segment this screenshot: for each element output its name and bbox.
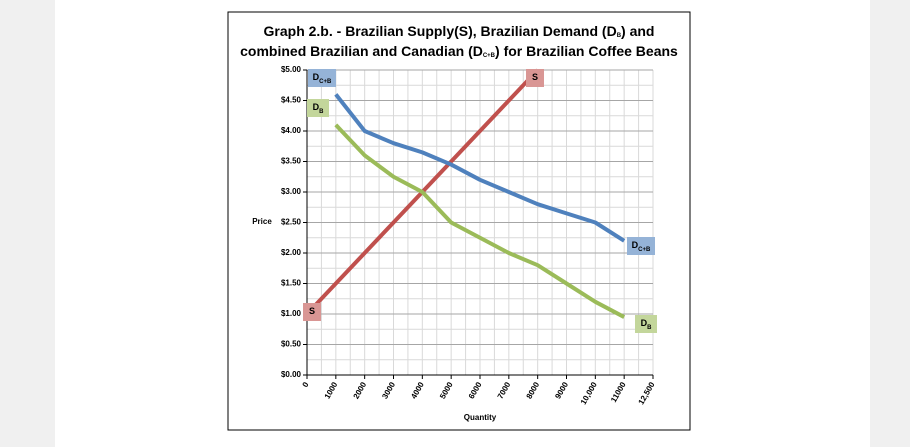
series-subscript: B bbox=[319, 109, 324, 115]
y-tick-label: $1.50 bbox=[281, 279, 302, 288]
series-name: D bbox=[641, 318, 648, 328]
y-tick-label: $5.00 bbox=[281, 65, 302, 74]
title-text: ) for Brazilian Coffee Beans bbox=[495, 43, 678, 59]
series-label: DC+B bbox=[632, 240, 651, 252]
y-tick-label: $3.50 bbox=[281, 157, 302, 166]
series-label: S bbox=[309, 306, 315, 316]
series-line bbox=[334, 93, 626, 243]
series-label-box bbox=[526, 69, 544, 87]
series-label-box bbox=[635, 315, 657, 333]
series-label: DC+B bbox=[313, 72, 332, 84]
series-subscript: C+B bbox=[638, 247, 651, 253]
series-name: S bbox=[532, 72, 538, 82]
y-tick-label: $4.50 bbox=[281, 96, 302, 105]
y-tick-label: $2.00 bbox=[281, 248, 302, 257]
title-text: ) and bbox=[621, 23, 654, 39]
series-name: D bbox=[313, 102, 320, 112]
y-tick-label: $0.50 bbox=[281, 340, 302, 349]
y-tick-label: $3.00 bbox=[281, 187, 302, 196]
series-subscript: C+B bbox=[319, 79, 332, 85]
series-subscript: B bbox=[647, 325, 652, 331]
series-label-box bbox=[303, 303, 321, 321]
series-label-box bbox=[307, 99, 329, 117]
chart-title: combined Brazilian and Canadian (DC+B) f… bbox=[240, 43, 678, 59]
x-tick-label: 0 bbox=[301, 380, 311, 389]
chart-frame bbox=[227, 11, 691, 431]
series-name: D bbox=[313, 72, 320, 82]
series-name: S bbox=[309, 306, 315, 316]
title-text: Graph 2.b. - Brazilian Supply(S), Brazil… bbox=[264, 23, 617, 39]
y-tick-label: $0.00 bbox=[281, 370, 302, 379]
y-tick-label: $4.00 bbox=[281, 126, 302, 135]
grid bbox=[306, 69, 654, 376]
series-label: DB bbox=[313, 102, 325, 114]
y-axis-title: Price bbox=[252, 217, 272, 226]
series-name: D bbox=[632, 240, 639, 250]
series-label-box bbox=[308, 69, 336, 87]
chart-title: Graph 2.b. - Brazilian Supply(S), Brazil… bbox=[264, 23, 655, 39]
series-line bbox=[334, 123, 626, 319]
y-tick-label: $2.50 bbox=[281, 218, 302, 227]
series-label-box bbox=[627, 237, 655, 255]
title-subscript: C+B bbox=[483, 53, 496, 59]
title-text: combined Brazilian and Canadian (D bbox=[240, 43, 483, 59]
series-label: S bbox=[532, 72, 538, 82]
series-label: DB bbox=[641, 318, 653, 330]
x-axis-title: Quantity bbox=[464, 413, 497, 422]
y-tick-label: $1.00 bbox=[281, 309, 302, 318]
title-subscript: B bbox=[617, 33, 622, 39]
